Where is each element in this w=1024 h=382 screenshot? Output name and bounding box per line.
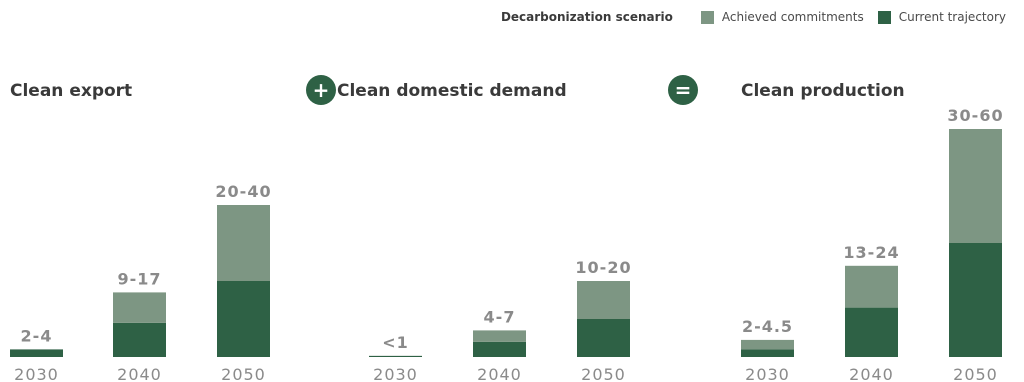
x-tick-3-2040: 2040 (849, 365, 894, 382)
bar-current-3-2040 (845, 307, 898, 357)
bar-achieved-3-2050 (949, 129, 1002, 243)
panel-title-2: Clean domestic demand (337, 81, 567, 101)
data-label-2-2030: <1 (382, 333, 409, 352)
bar-achieved-3-2040 (845, 265, 898, 308)
legend-item-current: Current trajectory (877, 10, 1006, 24)
x-tick-1-2030: 2030 (14, 365, 59, 382)
bar-current-1-2040 (113, 322, 166, 357)
x-tick-2-2030: 2030 (373, 365, 418, 382)
equals-icon: = (675, 78, 692, 102)
operator-circle-1 (306, 75, 336, 105)
data-label-1-2040: 9-17 (117, 269, 161, 288)
data-label-2-2050: 10-20 (575, 258, 631, 277)
legend: Decarbonization scenario Achieved commit… (501, 10, 1006, 24)
data-label-1-2050: 20-40 (215, 182, 271, 201)
bar-current-1-2050 (217, 281, 270, 357)
data-label-3-2030: 2-4.5 (742, 317, 793, 336)
bar-achieved-1-2040 (113, 292, 166, 323)
panel-title-1: Clean export (10, 81, 132, 101)
x-tick-2-2040: 2040 (477, 365, 522, 382)
bar-current-3-2030 (741, 349, 794, 357)
data-label-2-2040: 4-7 (484, 307, 516, 326)
data-label-3-2050: 30-60 (947, 106, 1003, 125)
panel-title-3: Clean production (741, 81, 905, 101)
x-tick-3-2050: 2050 (953, 365, 998, 382)
x-tick-1-2050: 2050 (221, 365, 266, 382)
bar-achieved-3-2030 (741, 339, 794, 350)
bar-current-3-2050 (949, 243, 1002, 357)
x-tick-3-2030: 2030 (745, 365, 790, 382)
legend-title: Decarbonization scenario (500, 10, 673, 24)
bar-current-2-2040 (473, 341, 526, 357)
legend-swatch-achieved (700, 10, 714, 24)
operator-circle-2 (668, 75, 698, 105)
x-tick-2-2050: 2050 (581, 365, 626, 382)
legend-label-achieved: Achieved commitments (721, 10, 864, 24)
bar-achieved-2-2050 (577, 281, 630, 319)
bar-achieved-1-2050 (217, 205, 270, 281)
legend-item-achieved: Achieved commitments (700, 10, 864, 24)
bar-current-2-2030 (369, 355, 422, 357)
bar-current-1-2030 (10, 349, 63, 357)
legend-swatch-current (877, 10, 891, 24)
x-tick-1-2040: 2040 (117, 365, 162, 382)
bar-current-2-2050 (577, 319, 630, 357)
bar-achieved-2-2040 (473, 330, 526, 342)
plus-icon: + (313, 78, 330, 102)
data-label-1-2030: 2-4 (21, 326, 53, 345)
data-label-3-2040: 13-24 (843, 243, 899, 262)
legend-label-current: Current trajectory (898, 10, 1006, 24)
